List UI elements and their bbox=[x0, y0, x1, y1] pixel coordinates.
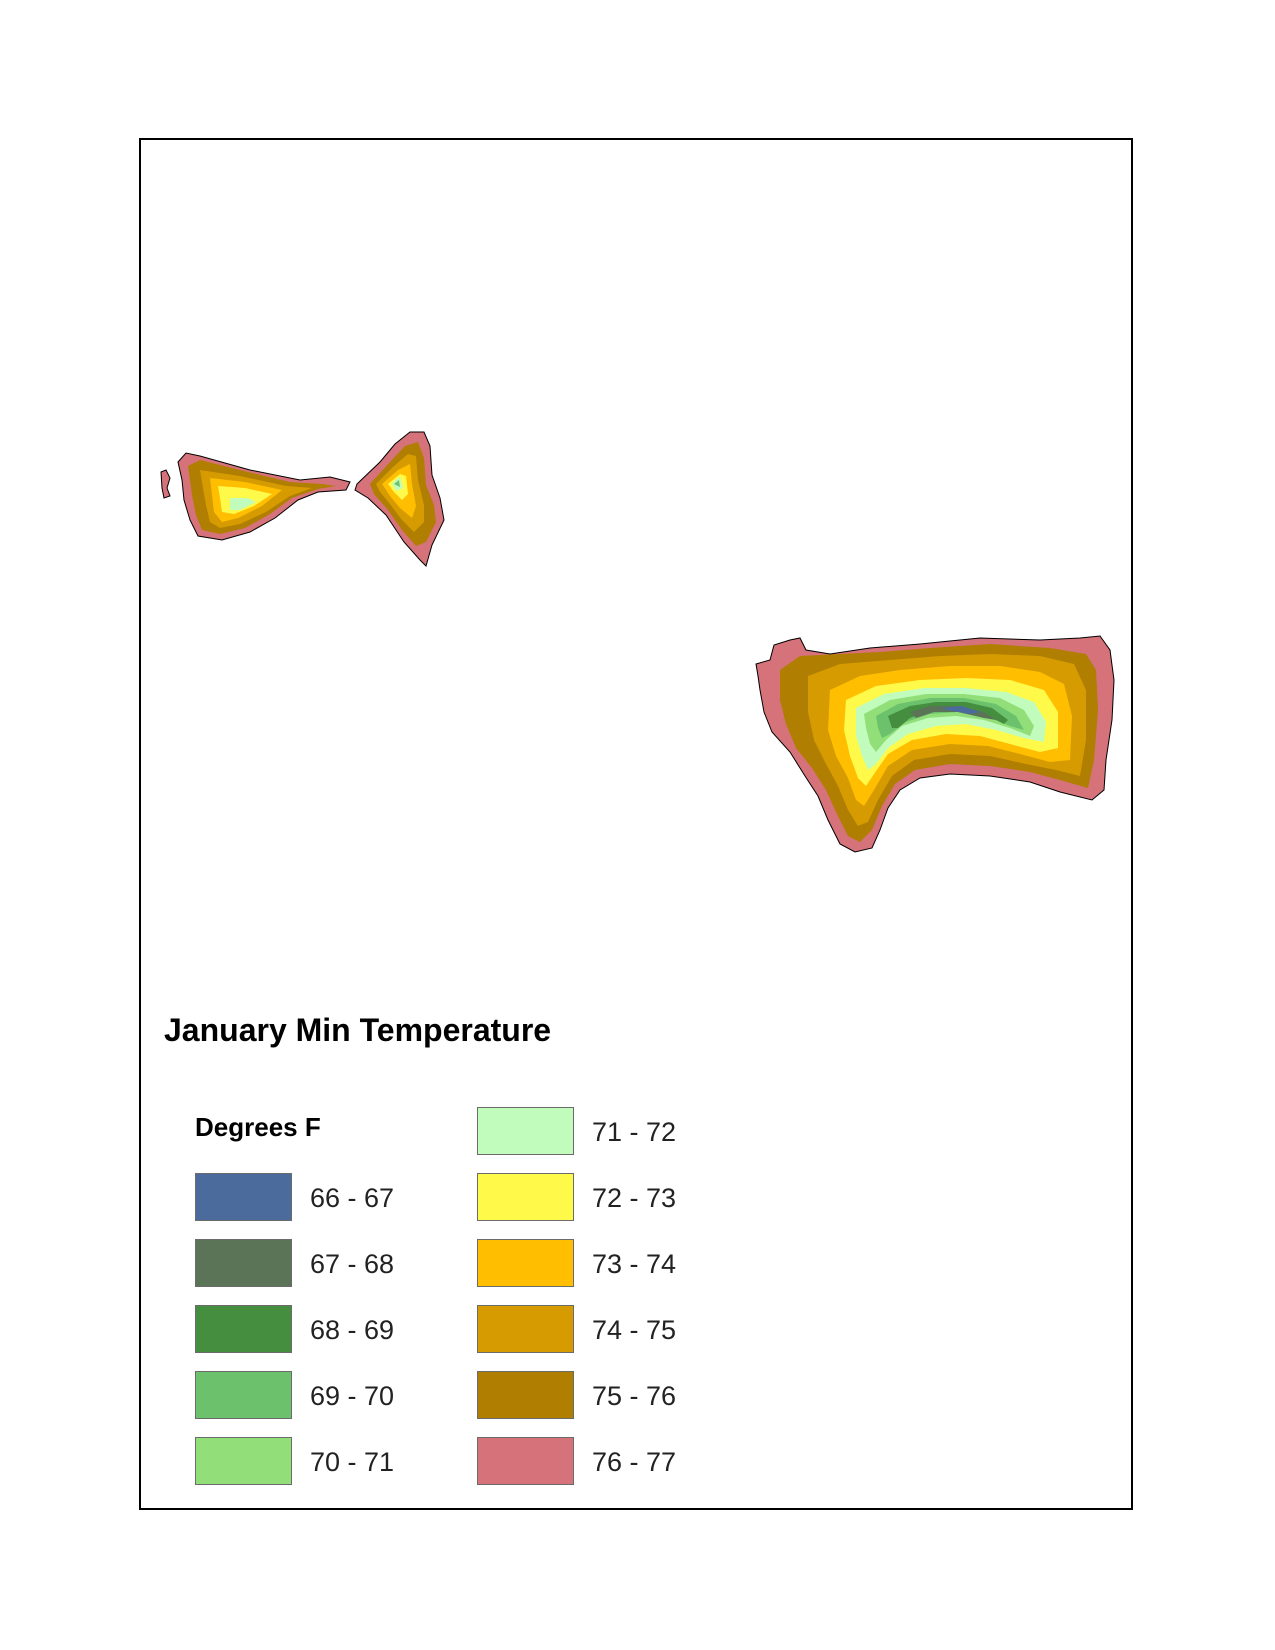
legend-swatch bbox=[195, 1305, 292, 1353]
legend-label: 76 - 77 bbox=[592, 1447, 677, 1477]
legend-item: 71 - 72 bbox=[477, 1107, 717, 1157]
east-island bbox=[755, 635, 1115, 853]
legend-item: 70 - 71 bbox=[195, 1437, 435, 1487]
legend-label: 71 - 72 bbox=[592, 1117, 677, 1147]
legend-item: 68 - 69 bbox=[195, 1305, 435, 1355]
legend-label: 67 - 68 bbox=[310, 1249, 395, 1279]
legend-item: 75 - 76 bbox=[477, 1371, 717, 1421]
legend-subtitle: Degrees F bbox=[195, 1112, 321, 1142]
legend-item: 69 - 70 bbox=[195, 1371, 435, 1421]
legend-swatch bbox=[195, 1239, 292, 1287]
legend-item: 72 - 73 bbox=[477, 1173, 717, 1223]
legend-item: 73 - 74 bbox=[477, 1239, 717, 1289]
legend-swatch bbox=[195, 1437, 292, 1485]
legend-swatch bbox=[477, 1239, 574, 1287]
legend-item: 66 - 67 bbox=[195, 1173, 435, 1223]
legend-label: 68 - 69 bbox=[310, 1315, 395, 1345]
legend-label: 66 - 67 bbox=[310, 1183, 395, 1213]
map-frame bbox=[139, 138, 1133, 1510]
legend-label: 69 - 70 bbox=[310, 1381, 395, 1411]
legend-label: 73 - 74 bbox=[592, 1249, 677, 1279]
legend-label: 72 - 73 bbox=[592, 1183, 677, 1213]
legend-label: 70 - 71 bbox=[310, 1447, 395, 1477]
middle-island bbox=[354, 431, 445, 567]
legend-item: 74 - 75 bbox=[477, 1305, 717, 1355]
legend-label: 74 - 75 bbox=[592, 1315, 677, 1345]
legend-swatch bbox=[477, 1107, 574, 1155]
legend-swatch bbox=[477, 1173, 574, 1221]
legend-item: 76 - 77 bbox=[477, 1437, 717, 1487]
legend-swatch bbox=[195, 1173, 292, 1221]
legend-swatch bbox=[477, 1371, 574, 1419]
legend-swatch bbox=[195, 1371, 292, 1419]
legend-item: 67 - 68 bbox=[195, 1239, 435, 1289]
legend-swatch bbox=[477, 1305, 574, 1353]
west-island bbox=[160, 452, 351, 541]
legend-swatch bbox=[477, 1437, 574, 1485]
map-title: January Min Temperature bbox=[164, 1012, 552, 1048]
legend-label: 75 - 76 bbox=[592, 1381, 677, 1411]
